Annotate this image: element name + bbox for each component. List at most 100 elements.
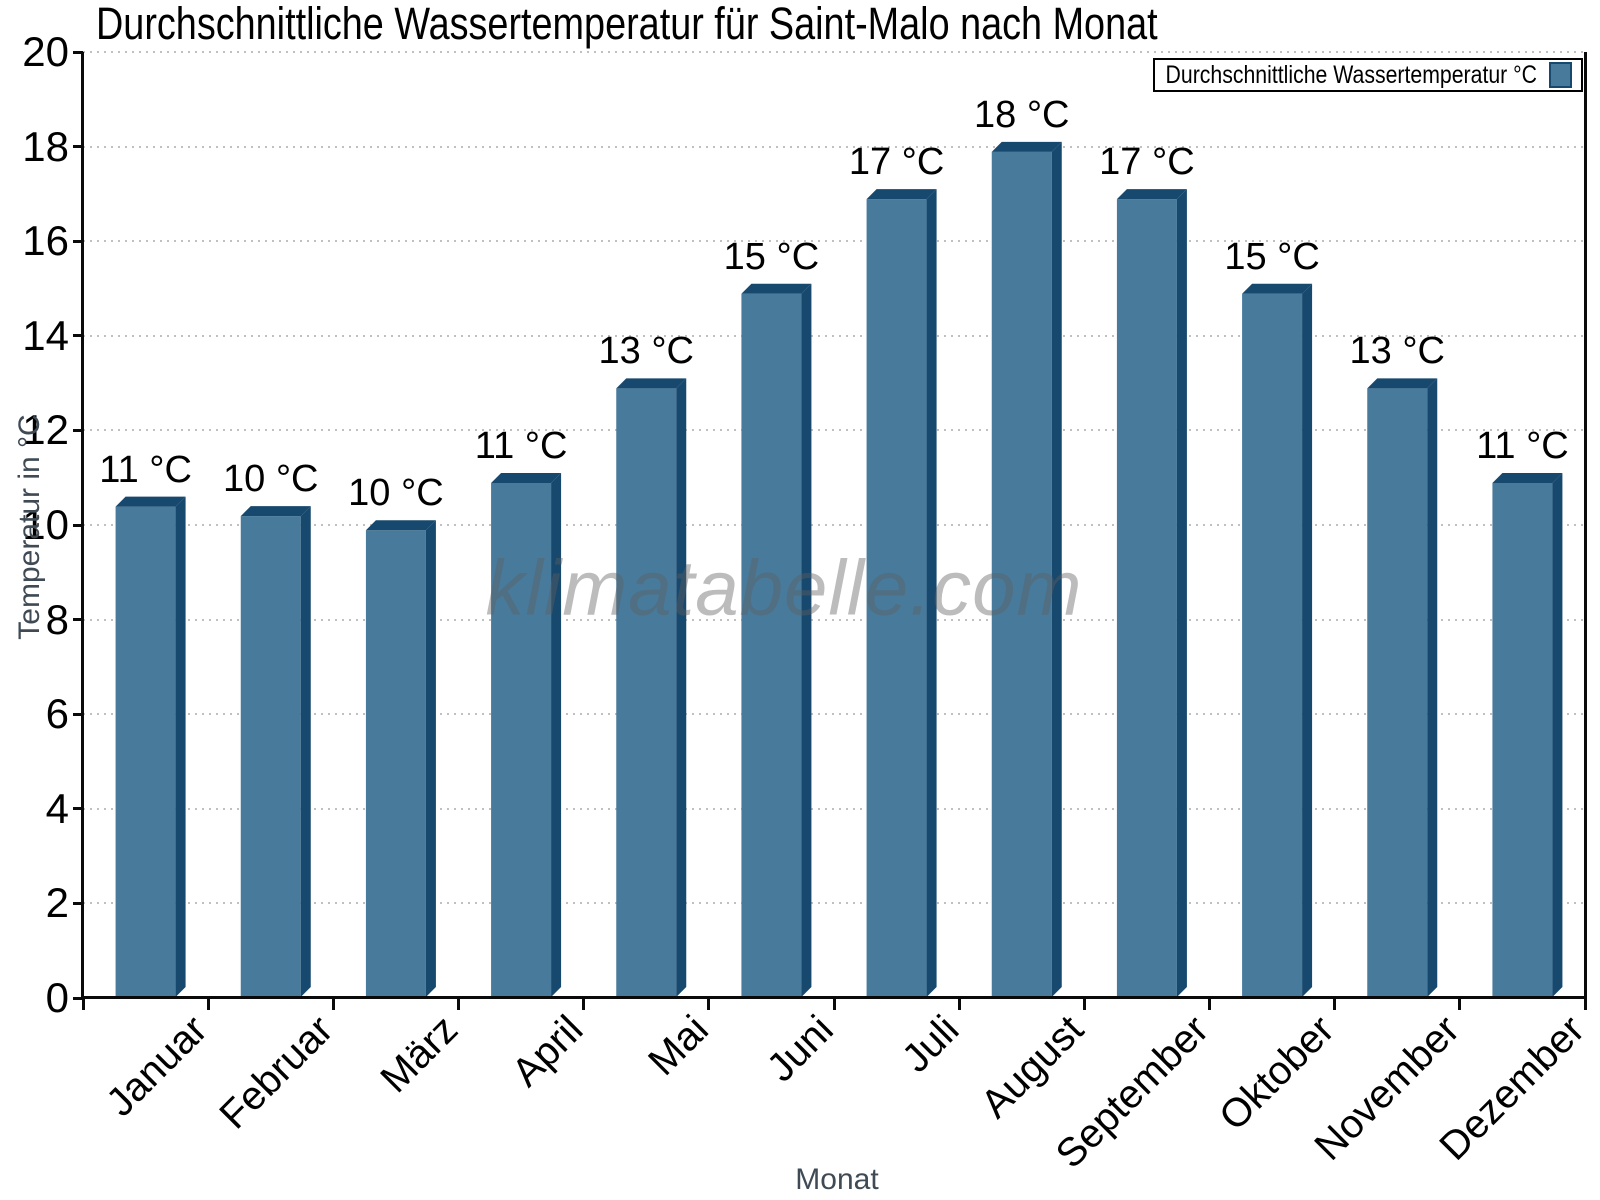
y-tick-label-10: 10 xyxy=(22,501,69,548)
bar-september xyxy=(1116,189,1187,998)
bar-dezember xyxy=(1492,472,1563,998)
bar-right-edge xyxy=(1302,283,1313,997)
y-tick-label-14: 14 xyxy=(22,311,69,359)
bar-right-edge xyxy=(551,472,562,998)
y-tick-label-16: 16 xyxy=(22,217,69,265)
bar-top-edge xyxy=(866,189,937,200)
bar-value-label-september: 17 °C xyxy=(1099,141,1195,184)
bar-face xyxy=(1116,199,1177,998)
bar-juni xyxy=(741,283,812,997)
bar-face xyxy=(866,199,927,998)
bar-top-edge xyxy=(1116,189,1187,200)
bar-august xyxy=(991,141,1062,997)
bar-value-label-februar: 10 °C xyxy=(223,458,319,501)
bar-top-edge xyxy=(491,472,562,483)
y-tick-10 xyxy=(73,523,83,527)
x-tick-5 xyxy=(707,998,711,1010)
bar-right-edge xyxy=(676,378,687,997)
bar-value-label-dezember: 11 °C xyxy=(1476,424,1569,467)
legend: Durchschnittliche Wassertemperatur °C xyxy=(1153,58,1583,92)
bar-top-edge xyxy=(365,520,436,531)
x-tick-7 xyxy=(957,998,961,1010)
x-tick-2 xyxy=(331,998,335,1010)
x-tick-9 xyxy=(1208,998,1211,1010)
y-tick-label-2: 2 xyxy=(45,879,69,927)
bar-face xyxy=(240,516,301,997)
bar-märz xyxy=(365,520,436,997)
legend-swatch-icon xyxy=(1549,62,1572,88)
bar-right-edge xyxy=(1552,472,1563,998)
bar-value-label-juni: 15 °C xyxy=(723,235,820,278)
gridline-2 xyxy=(83,902,1585,905)
bar-top-edge xyxy=(240,506,311,517)
bar-april xyxy=(491,472,562,998)
legend-label: Durchschnittliche Wassertemperatur °C xyxy=(1165,60,1537,89)
y-axis-title: Temperatur in °C xyxy=(13,414,46,640)
bar-value-label-august: 18 °C xyxy=(974,93,1070,136)
x-axis-line xyxy=(81,996,1587,999)
x-tick-8 xyxy=(1082,998,1086,1010)
y-tick-0 xyxy=(73,996,83,1000)
bar-right-edge xyxy=(801,283,812,997)
y-tick-12 xyxy=(73,428,83,432)
bar-face xyxy=(365,530,426,997)
y-tick-8 xyxy=(73,618,83,622)
y-tick-label-0: 0 xyxy=(45,974,69,1021)
bar-face xyxy=(1242,293,1303,997)
bar-value-label-märz: 10 °C xyxy=(348,472,444,515)
y-tick-14 xyxy=(73,334,83,338)
x-axis-title: Monat xyxy=(795,1163,879,1196)
bar-face xyxy=(1492,482,1553,998)
bar-januar xyxy=(115,496,186,997)
gridline-16 xyxy=(83,240,1585,243)
gridline-8 xyxy=(83,618,1585,621)
bar-top-edge xyxy=(991,141,1062,152)
bar-value-label-mai: 13 °C xyxy=(598,330,694,373)
bar-februar xyxy=(240,506,311,997)
gridline-10 xyxy=(83,524,1585,526)
y-tick-label-8: 8 xyxy=(45,595,69,643)
bar-top-edge xyxy=(115,496,186,507)
y-tick-18 xyxy=(73,145,83,149)
x-tick-4 xyxy=(582,998,586,1010)
bar-value-label-april: 11 °C xyxy=(474,424,568,467)
bar-right-edge xyxy=(1176,189,1187,998)
y-axis-line xyxy=(81,52,84,1000)
bar-juli xyxy=(866,189,937,998)
bar-right-edge xyxy=(1051,141,1062,997)
watermark: klimatabelle.com xyxy=(485,543,1083,632)
x-tick-1 xyxy=(206,998,210,1010)
bar-face xyxy=(991,151,1052,997)
bar-value-label-januar: 11 °C xyxy=(99,448,192,491)
bar-right-edge xyxy=(425,520,436,997)
y-tick-label-18: 18 xyxy=(22,122,69,170)
gridline-4 xyxy=(83,807,1585,810)
y-tick-label-4: 4 xyxy=(45,784,69,832)
bar-value-label-november: 13 °C xyxy=(1349,330,1445,373)
bar-value-label-oktober: 15 °C xyxy=(1224,235,1320,278)
chart-title: Durchschnittliche Wassertemperatur für S… xyxy=(96,0,1158,49)
x-tick-0 xyxy=(81,998,85,1010)
bar-top-edge xyxy=(1242,283,1313,294)
x-tick-11 xyxy=(1458,998,1462,1010)
bar-face xyxy=(491,482,552,998)
bar-right-edge xyxy=(175,496,186,997)
bar-mai xyxy=(616,378,687,997)
bar-top-edge xyxy=(616,378,687,389)
gridline-18 xyxy=(83,145,1585,148)
bar-top-edge xyxy=(741,283,812,294)
bar-face xyxy=(1367,388,1428,997)
y-tick-4 xyxy=(73,807,83,811)
bar-top-edge xyxy=(1367,378,1438,389)
y-tick-label-20: 20 xyxy=(22,28,69,75)
x-tick-10 xyxy=(1333,998,1337,1010)
gridline-6 xyxy=(83,713,1585,716)
plot-right-border xyxy=(1584,52,1587,1000)
bar-face xyxy=(741,293,802,997)
y-tick-label-6: 6 xyxy=(45,690,69,738)
bar-oktober xyxy=(1242,283,1313,997)
bar-right-edge xyxy=(926,189,937,998)
bar-november xyxy=(1367,378,1438,997)
